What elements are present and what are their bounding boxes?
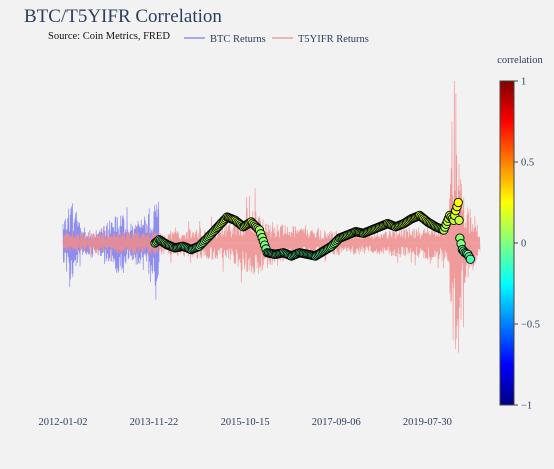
colorbar-tick-label: 0.5 (521, 158, 534, 169)
correlation-point (454, 215, 464, 225)
t5yifr-returns-series (62, 80, 481, 353)
x-tick-label: 2019-07-30 (403, 417, 452, 428)
correlation-point (465, 254, 476, 264)
colorbar-ticks: 1 0.5 0 −0.5 −1 (514, 77, 540, 412)
colorbar-tick-label: −1 (521, 401, 532, 412)
legend: BTC Returns T5YIFR Returns (184, 34, 369, 45)
colorbar-tick-label: −0.5 (521, 320, 540, 331)
correlation-markers (150, 197, 476, 264)
colorbar-gradient (499, 80, 515, 406)
colorbar-tick-label: 0 (521, 239, 526, 250)
colorbar-tick-label: 1 (521, 77, 526, 88)
legend-item-btc[interactable]: BTC Returns (184, 34, 266, 45)
chart-subtitle: Source: Coin Metrics, FRED (48, 31, 170, 42)
correlation-point (453, 197, 463, 208)
x-tick-label: 2012-01-02 (39, 417, 88, 428)
x-axis: 2012-01-02 2013-11-22 2015-10-15 2017-09-06… (39, 417, 452, 428)
colorbar-title: correlation (497, 55, 543, 66)
t5yifr-returns-line (62, 80, 481, 353)
x-tick-label: 2015-10-15 (221, 417, 270, 428)
legend-label-t5yifr: T5YIFR Returns (298, 34, 369, 45)
legend-label-btc: BTC Returns (210, 34, 266, 45)
x-tick-label: 2017-09-06 (312, 417, 361, 428)
plot-area (62, 80, 481, 353)
chart-title: BTC/T5YIFR Correlation (24, 6, 222, 27)
colorbar: correlation 1 0.5 0 −0.5 −1 (497, 55, 543, 412)
x-tick-label: 2013-11-22 (130, 417, 179, 428)
legend-item-t5yifr[interactable]: T5YIFR Returns (272, 34, 369, 45)
